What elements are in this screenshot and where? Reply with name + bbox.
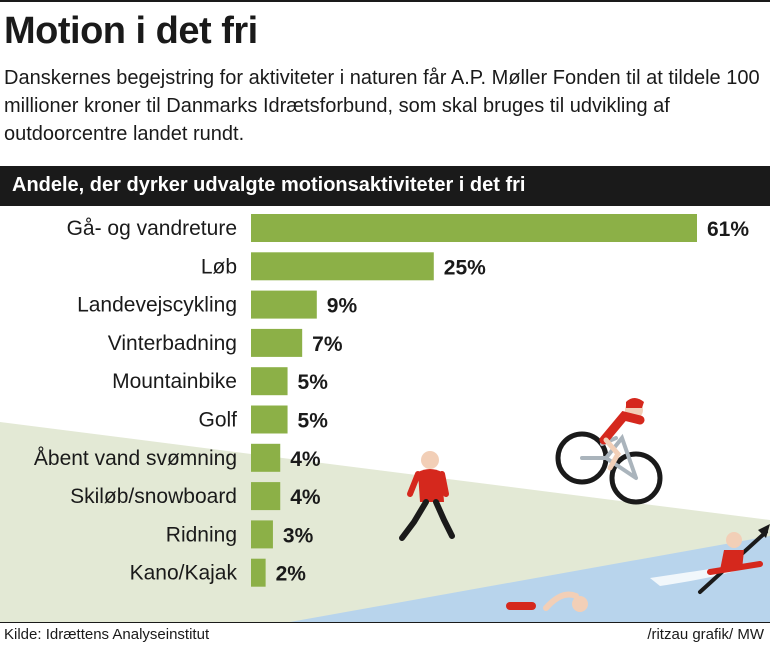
- value-label: 7%: [312, 333, 343, 356]
- cyclist-icon: [555, 398, 663, 505]
- value-label: 4%: [290, 486, 321, 509]
- bar: [251, 405, 288, 434]
- top-rule: [0, 0, 770, 2]
- bar-chart: Gå- og vandreture 61% Løb 25% Landevejscykli…: [34, 214, 749, 587]
- category-label: Vinterbadning: [108, 332, 237, 355]
- landscape-scene: [0, 398, 770, 622]
- bar: [251, 252, 434, 281]
- category-label: Mountainbike: [112, 370, 237, 393]
- chart-title-band: Andele, der dyrker udvalgte motionsaktiv…: [0, 166, 770, 206]
- value-label: 25%: [444, 256, 486, 279]
- value-label: 3%: [283, 524, 314, 547]
- category-label: Skiløb/snowboard: [70, 485, 237, 508]
- category-label: Golf: [198, 409, 237, 432]
- page-title: Motion i det fri: [4, 10, 258, 52]
- category-label: Gå- og vandreture: [67, 217, 237, 240]
- value-label: 2%: [276, 563, 307, 586]
- footer: Kilde: Idrættens Analyseinstitut /ritzau…: [0, 622, 770, 647]
- bar: [251, 443, 281, 472]
- swimmer-icon: [506, 591, 588, 612]
- chart-title: Andele, der dyrker udvalgte motionsaktiv…: [12, 174, 526, 196]
- bar: [251, 367, 288, 396]
- bar: [251, 290, 317, 319]
- category-label: Kano/Kajak: [130, 562, 238, 585]
- value-label: 9%: [327, 295, 358, 318]
- value-label: 61%: [707, 218, 749, 241]
- category-label: Løb: [201, 255, 237, 278]
- water-area: [290, 536, 770, 622]
- category-label: Åbent vand svømning: [34, 447, 237, 470]
- bar: [251, 520, 273, 549]
- bar: [251, 328, 303, 357]
- bar: [251, 482, 281, 511]
- source-note: Kilde: Idrættens Analyseinstitut: [4, 626, 210, 643]
- credit-note: /ritzau grafik/ MW: [647, 626, 764, 643]
- kayaker-icon: [698, 524, 770, 594]
- value-label: 5%: [298, 410, 329, 433]
- value-label: 4%: [290, 448, 321, 471]
- walker-icon: [399, 451, 455, 541]
- value-label: 5%: [298, 371, 329, 394]
- bar: [251, 558, 266, 587]
- category-label: Landevejscykling: [77, 294, 237, 317]
- category-label: Ridning: [166, 523, 237, 546]
- bar: [251, 214, 697, 242]
- page-subtitle: Danskernes begejstring for aktiviteter i…: [4, 67, 760, 145]
